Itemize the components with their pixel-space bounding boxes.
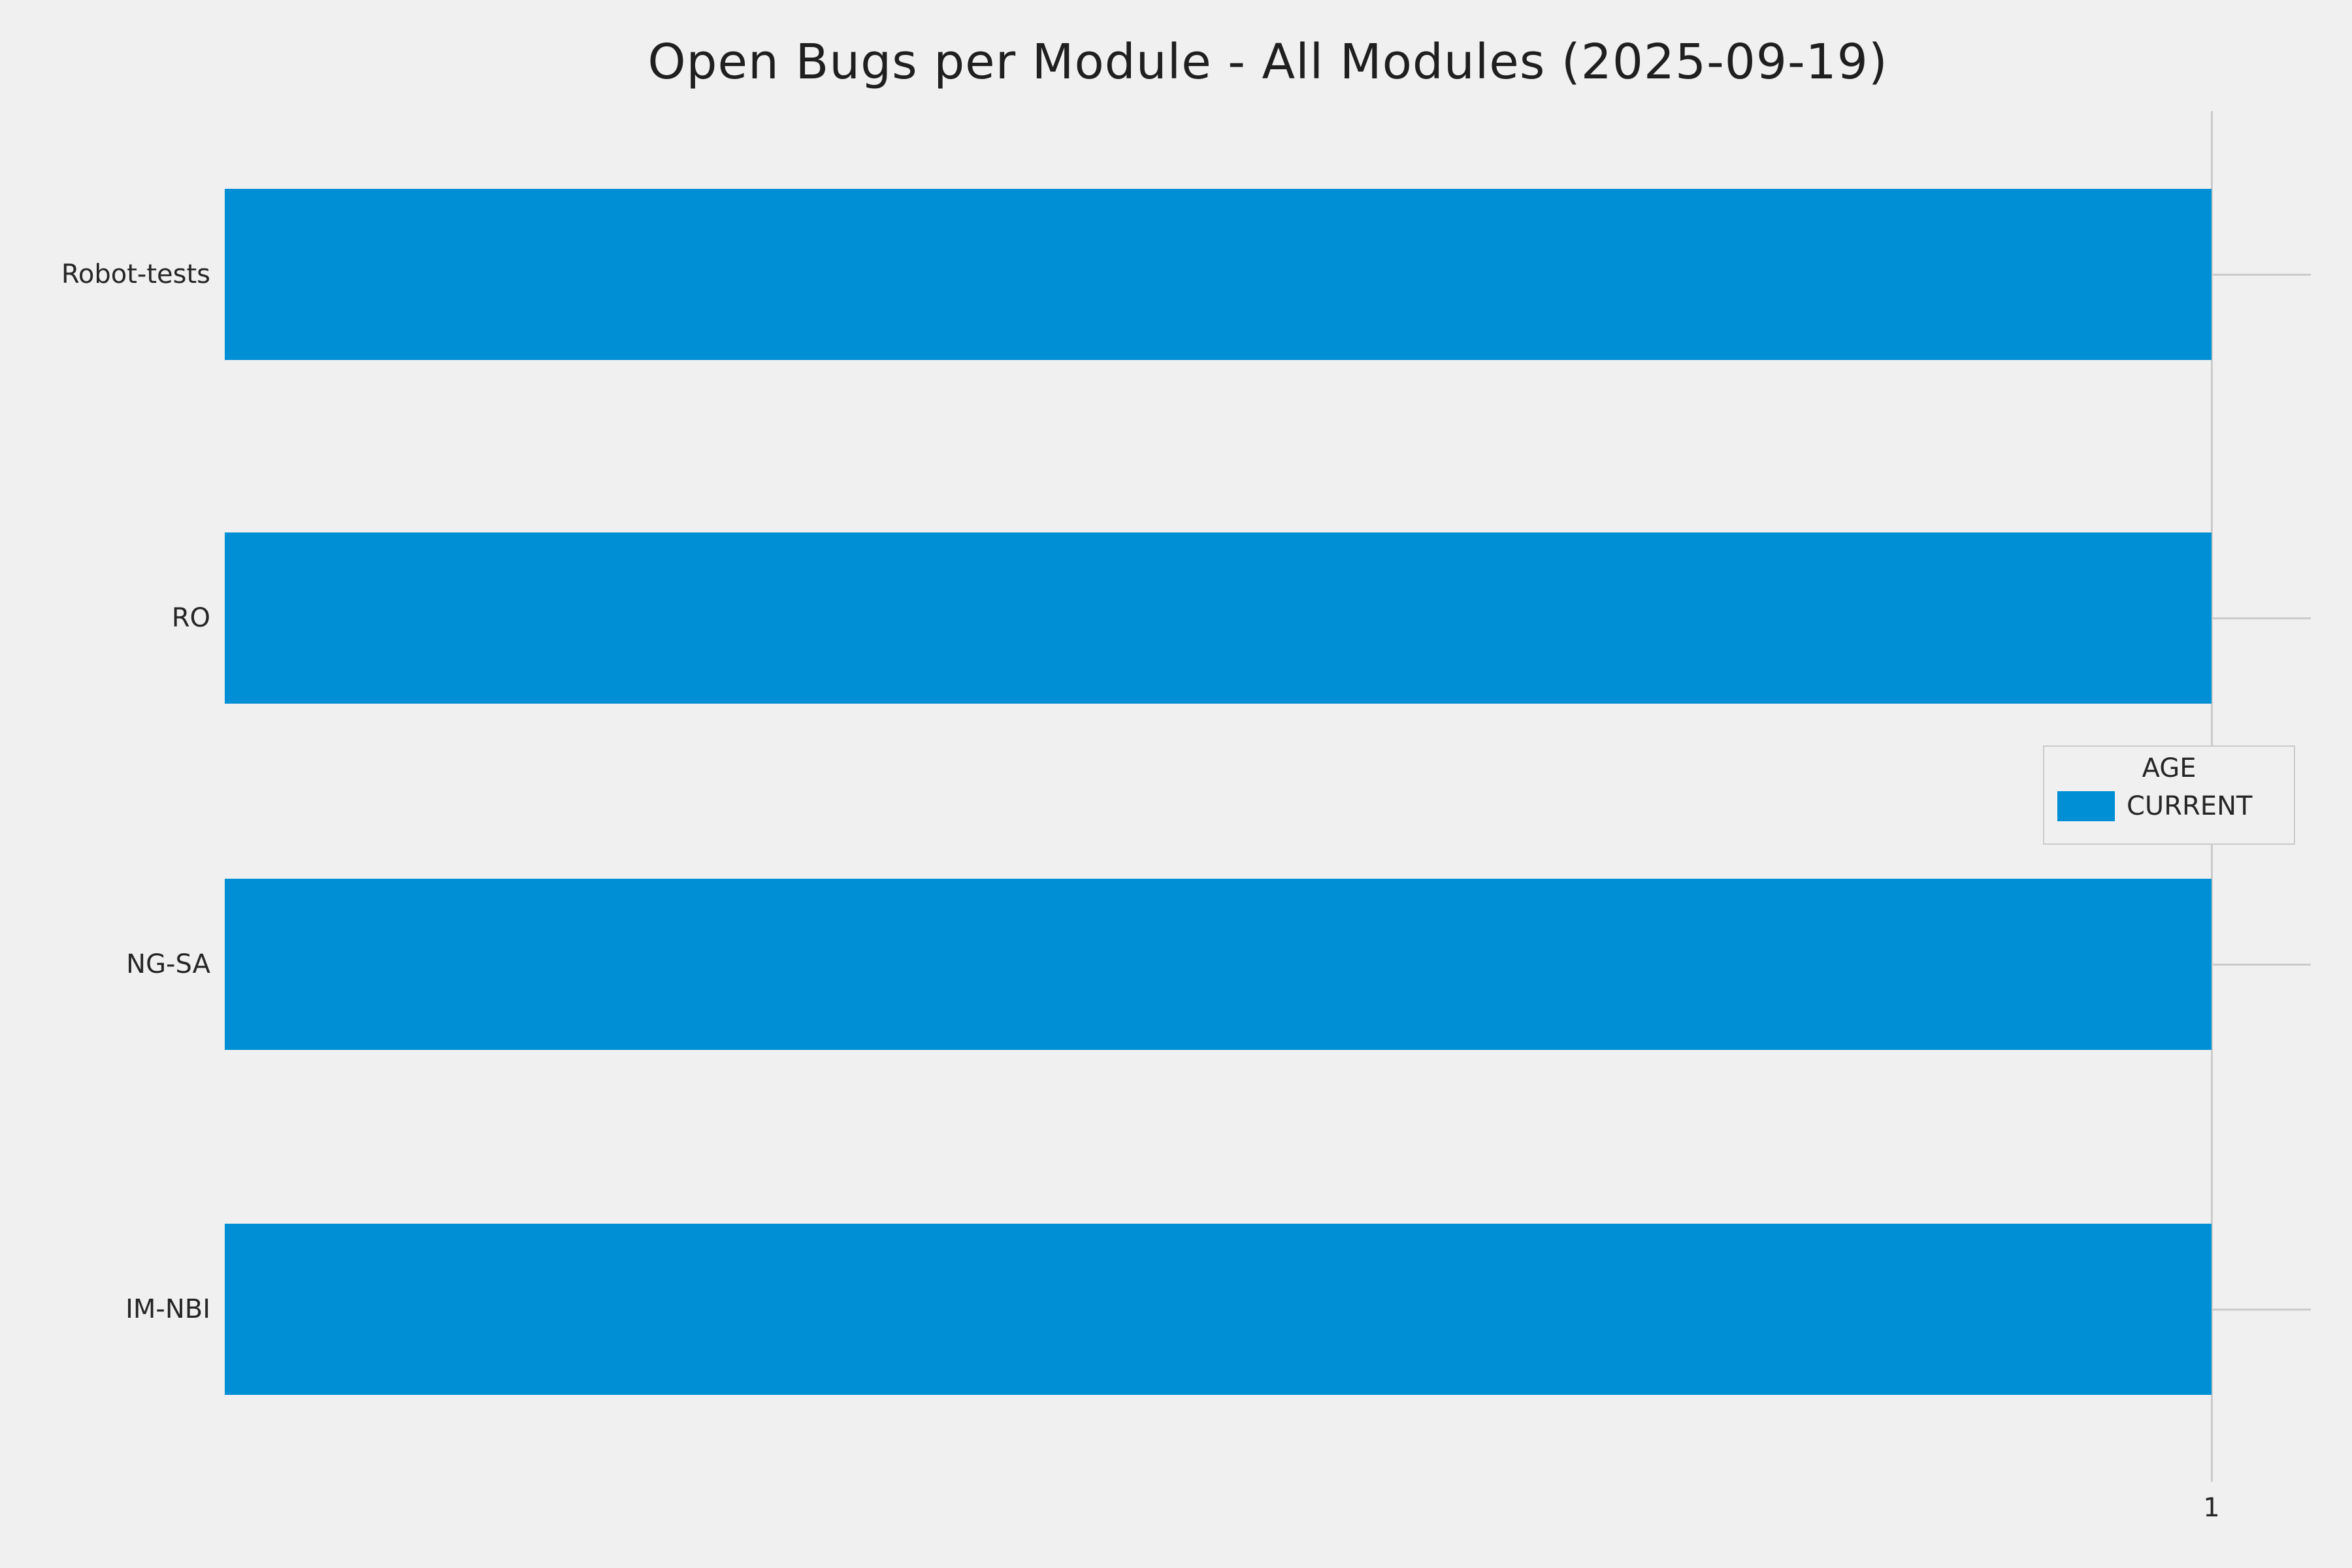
x-axis-tick-label: 1 — [2203, 1493, 2220, 1523]
legend-label-current: CURRENT — [2127, 791, 2253, 821]
legend-swatch-current — [2057, 791, 2115, 821]
y-axis-label-ng-sa: NG-SA — [126, 949, 210, 979]
y-axis-label-im-nbi: IM-NBI — [125, 1294, 210, 1324]
chart-legend: AGE CURRENT — [2043, 745, 2295, 845]
bar-ro — [225, 532, 2212, 704]
y-axis-label-robot-tests: Robot-tests — [61, 259, 210, 289]
y-axis-label-ro: RO — [171, 603, 210, 633]
bar-robot-tests — [225, 189, 2212, 360]
chart-title: Open Bugs per Module - All Modules (2025… — [647, 34, 1888, 90]
legend-entry-current: CURRENT — [2044, 791, 2294, 821]
plot-area: 1 — [225, 111, 2311, 1523]
bar-im-nbi — [225, 1224, 2212, 1395]
bar-ng-sa — [225, 879, 2212, 1050]
legend-title: AGE — [2142, 753, 2197, 783]
